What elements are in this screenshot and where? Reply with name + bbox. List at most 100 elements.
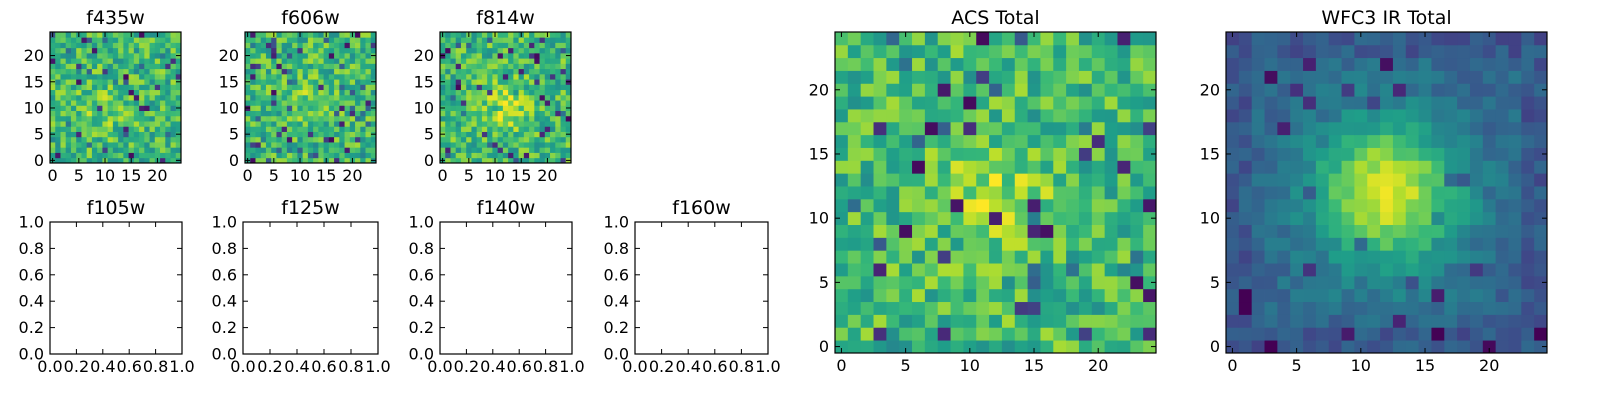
- heatmap-cell: [339, 121, 345, 127]
- heatmap-cell: [355, 100, 361, 106]
- heatmap-cell: [86, 68, 93, 75]
- heatmap-cell: [55, 157, 61, 164]
- heatmap-cell: [1380, 134, 1394, 148]
- heatmap-cell: [307, 73, 314, 80]
- heatmap-cell: [560, 105, 567, 111]
- heatmap-cell: [912, 186, 926, 200]
- heatmap-cell: [989, 173, 1003, 187]
- heatmap-cell: [873, 96, 887, 110]
- heatmap-cell: [307, 94, 314, 101]
- heatmap-cell: [123, 131, 129, 138]
- heatmap-cell: [344, 32, 351, 38]
- heatmap-cell: [523, 115, 530, 122]
- heatmap-cell: [1277, 173, 1291, 187]
- heatmap-cell: [97, 58, 103, 64]
- heatmap-cell: [170, 100, 177, 106]
- x-tick-label: 0.8: [143, 357, 168, 376]
- heatmap-cell: [344, 89, 351, 96]
- y-tick-label: 10: [24, 98, 44, 117]
- heatmap-cell: [492, 47, 499, 54]
- heatmap-cell: [65, 47, 72, 54]
- heatmap-cell: [276, 63, 283, 70]
- heatmap-cell: [139, 73, 145, 80]
- heatmap-cell: [1303, 70, 1317, 84]
- heatmap-cell: [497, 32, 504, 38]
- heatmap-cell: [81, 42, 88, 49]
- heatmap-cell: [255, 68, 262, 75]
- heatmap-cell: [560, 63, 567, 70]
- heatmap-cell: [1521, 301, 1535, 315]
- heatmap-cell: [1469, 32, 1484, 46]
- heatmap-cell: [276, 84, 283, 91]
- heatmap-cell: [1457, 134, 1471, 148]
- heatmap-cell: [523, 89, 530, 96]
- heatmap-cell: [292, 32, 298, 38]
- heatmap-cell: [154, 115, 161, 122]
- x-tick-label: 5: [1292, 356, 1302, 375]
- heatmap-cell: [1130, 211, 1144, 225]
- heatmap-cell: [976, 160, 990, 174]
- heatmap-cell: [355, 58, 361, 64]
- heatmap-cell: [1405, 173, 1419, 187]
- heatmap-cell: [1238, 186, 1253, 200]
- heatmap-cell: [144, 79, 150, 85]
- heatmap-cell: [133, 84, 140, 91]
- heatmap-cell: [1469, 288, 1484, 303]
- heatmap-cell: [65, 94, 72, 101]
- heatmap-cell: [440, 110, 446, 117]
- heatmap-cell: [139, 89, 145, 96]
- heatmap-cell: [323, 94, 330, 101]
- heatmap-cell: [1066, 263, 1080, 277]
- heatmap-cell: [76, 68, 82, 75]
- heatmap-cell: [144, 121, 150, 127]
- heatmap-cell: [539, 131, 546, 138]
- heatmap-cell: [175, 58, 182, 64]
- heatmap-cell: [1328, 186, 1342, 200]
- heatmap-cell: [565, 94, 572, 101]
- heatmap-cell: [847, 121, 862, 136]
- heatmap-cell: [328, 100, 335, 106]
- heatmap-cell: [123, 100, 129, 106]
- heatmap-cell: [450, 47, 457, 54]
- heatmap-cell: [534, 142, 540, 148]
- heatmap-cell: [160, 121, 166, 127]
- heatmap-cell: [1495, 173, 1509, 187]
- heatmap-cell: [873, 173, 887, 187]
- heatmap-cell: [1130, 109, 1144, 123]
- heatmap-cell: [60, 63, 67, 70]
- heatmap-cell: [276, 115, 283, 122]
- heatmap-cell: [339, 68, 345, 75]
- heatmap-cell: [555, 68, 561, 75]
- heatmap-cell: [513, 94, 519, 101]
- heatmap-cell: [565, 58, 572, 64]
- heatmap-cell: [1315, 224, 1330, 238]
- heatmap-cell: [1354, 340, 1368, 354]
- heatmap-cell: [1521, 173, 1535, 187]
- heatmap-cell: [118, 58, 124, 64]
- heatmap-cell: [950, 134, 964, 148]
- heatmap-cell: [1303, 44, 1317, 59]
- heatmap-cell: [502, 147, 509, 153]
- heatmap-cell: [128, 94, 135, 101]
- heatmap-cell: [255, 32, 262, 38]
- heatmap-cell: [281, 121, 288, 127]
- heatmap-cell: [440, 47, 446, 54]
- heatmap-cell: [886, 237, 900, 251]
- heatmap-cell: [91, 37, 98, 43]
- heatmap-cell: [886, 275, 900, 290]
- heatmap-cell: [886, 186, 900, 200]
- heatmap-cell: [1238, 211, 1253, 225]
- heatmap-cell: [91, 136, 98, 143]
- heatmap-cell: [544, 52, 551, 59]
- heatmap-cell: [1027, 224, 1041, 238]
- y-tick-label: 0: [424, 151, 434, 170]
- heatmap-cell: [1328, 340, 1342, 354]
- heatmap-cell: [297, 110, 304, 117]
- heatmap-cell: [344, 131, 351, 138]
- heatmap-cell: [107, 52, 114, 59]
- heatmap-cell: [502, 84, 509, 91]
- heatmap-cell: [912, 301, 926, 315]
- heatmap-cell: [334, 142, 340, 148]
- heatmap-cell: [989, 83, 1003, 97]
